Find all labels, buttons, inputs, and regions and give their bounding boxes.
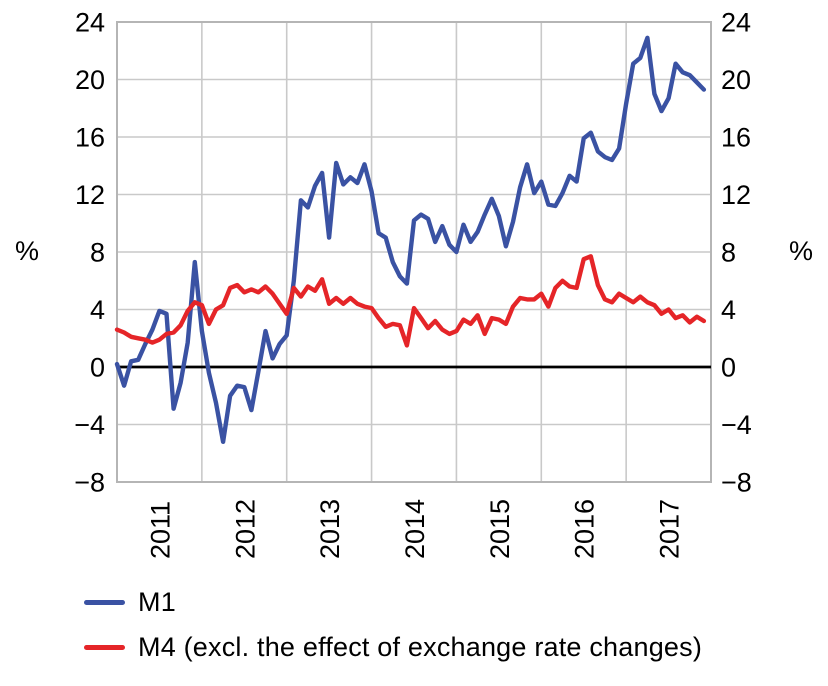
y-axis-labels-left: 24 20 16 12 8 4 0 −4 −8 bbox=[74, 8, 105, 498]
svg-text:−4: −4 bbox=[74, 410, 105, 440]
m4-line-swatch bbox=[84, 644, 125, 650]
legend-label-m4: M4 (excl. the effect of exchange rate ch… bbox=[138, 631, 703, 662]
legend: M1 M4 (excl. the effect of exchange rate… bbox=[84, 584, 702, 665]
svg-text:0: 0 bbox=[721, 353, 736, 383]
svg-text:2012: 2012 bbox=[230, 499, 260, 559]
svg-text:24: 24 bbox=[75, 8, 105, 38]
legend-item-m4: M4 (excl. the effect of exchange rate ch… bbox=[84, 629, 702, 665]
svg-text:16: 16 bbox=[721, 123, 751, 153]
svg-text:2013: 2013 bbox=[315, 499, 345, 559]
svg-text:2011: 2011 bbox=[145, 501, 175, 559]
svg-text:20: 20 bbox=[721, 65, 751, 95]
svg-text:−8: −8 bbox=[721, 468, 752, 498]
svg-text:16: 16 bbox=[75, 123, 105, 153]
svg-text:12: 12 bbox=[721, 180, 751, 210]
m4-line bbox=[114, 254, 707, 348]
y-axis-unit-left: % bbox=[14, 236, 39, 266]
plot-border bbox=[116, 21, 712, 483]
svg-text:8: 8 bbox=[721, 238, 736, 268]
svg-text:2017: 2017 bbox=[655, 499, 685, 559]
m1-line-swatch bbox=[84, 599, 125, 605]
svg-text:4: 4 bbox=[721, 295, 736, 325]
y-axis-labels-right: 24 20 16 12 8 4 0 −4 −8 bbox=[721, 8, 752, 498]
svg-text:24: 24 bbox=[721, 8, 751, 38]
svg-text:2014: 2014 bbox=[400, 499, 430, 559]
svg-text:−4: −4 bbox=[721, 410, 752, 440]
y-axis-unit-right: % bbox=[788, 236, 813, 266]
legend-item-m1: M1 bbox=[84, 584, 702, 620]
svg-text:0: 0 bbox=[90, 353, 105, 383]
svg-text:−8: −8 bbox=[74, 468, 105, 498]
x-axis-labels: 2011 2012 2013 2014 2015 2016 2017 bbox=[145, 499, 684, 559]
svg-text:2015: 2015 bbox=[485, 499, 515, 559]
legend-label-m1: M1 bbox=[138, 586, 176, 617]
m1-line bbox=[114, 35, 707, 444]
svg-text:2016: 2016 bbox=[570, 499, 600, 559]
svg-text:8: 8 bbox=[90, 238, 105, 268]
svg-text:12: 12 bbox=[75, 180, 105, 210]
grid bbox=[117, 22, 711, 482]
svg-text:20: 20 bbox=[75, 65, 105, 95]
svg-text:4: 4 bbox=[90, 295, 105, 325]
